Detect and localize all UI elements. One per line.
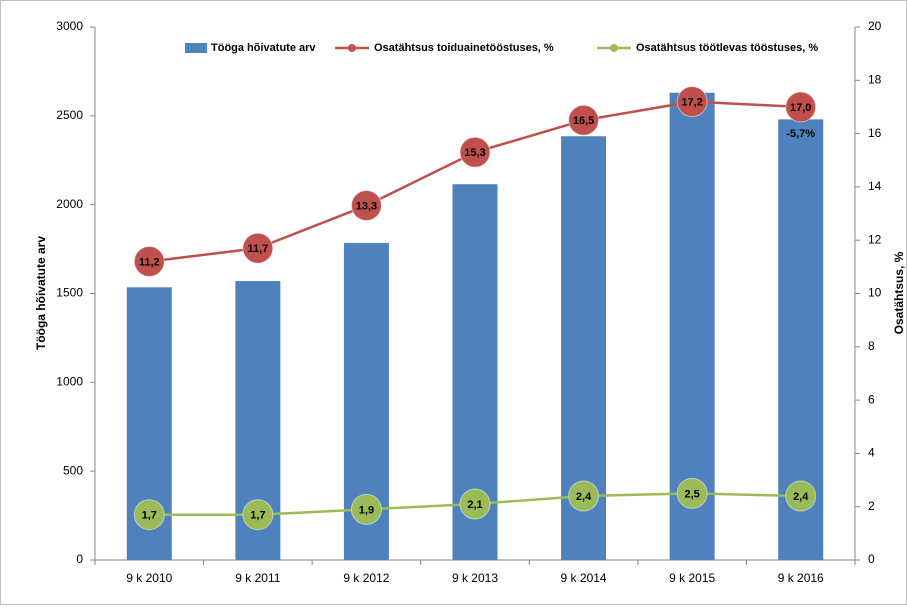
- marker: [459, 136, 491, 168]
- legend-label: Osatähtsus toiduainetööstuses, %: [374, 42, 554, 54]
- marker: [350, 493, 382, 525]
- marker: [133, 499, 165, 531]
- marker: [785, 91, 817, 123]
- data-label: 11,7: [247, 243, 268, 255]
- data-label: 2,4: [576, 491, 592, 503]
- y2-tick-label: 20: [868, 19, 882, 33]
- data-label: 15,3: [464, 147, 485, 159]
- data-label: 16,5: [573, 115, 594, 127]
- x-tick-label: 9 k 2012: [343, 571, 389, 585]
- data-label: 2,1: [467, 499, 482, 511]
- y2-tick-label: 6: [868, 392, 875, 406]
- y-tick-label: 500: [63, 463, 83, 477]
- data-label: 17,0: [790, 102, 811, 114]
- marker: [242, 232, 274, 264]
- marker: [459, 488, 491, 520]
- data-label: 13,3: [356, 200, 377, 212]
- y-tick-label: 2000: [56, 197, 83, 211]
- data-label: 1,7: [250, 510, 265, 522]
- x-tick-label: 9 k 2016: [778, 571, 824, 585]
- marker: [133, 246, 165, 278]
- y2-tick-label: 14: [868, 179, 882, 193]
- y-tick-label: 0: [76, 552, 83, 566]
- y2-tick-label: 10: [868, 286, 882, 300]
- y2-tick-label: 12: [868, 232, 882, 246]
- y2-tick-label: 16: [868, 126, 882, 140]
- marker: [568, 104, 600, 136]
- marker: [676, 86, 708, 118]
- marker: [676, 477, 708, 509]
- y-tick-label: 1500: [56, 286, 83, 300]
- marker: [785, 480, 817, 512]
- legend-marker: [610, 44, 618, 52]
- y-axis-title: Tööga hõivatute arv: [34, 236, 48, 350]
- x-tick-label: 9 k 2010: [126, 571, 172, 585]
- legend-swatch: [185, 43, 207, 53]
- y2-tick-label: 8: [868, 339, 875, 353]
- x-tick-label: 9 k 2014: [561, 571, 607, 585]
- y2-axis-title: Osatähtsus, %: [892, 251, 906, 334]
- x-tick-label: 9 k 2011: [235, 571, 280, 585]
- annotation: -5,7%: [786, 128, 815, 140]
- data-label: 11,2: [139, 256, 160, 268]
- legend-marker: [348, 44, 356, 52]
- legend-label: Osatähtsus töötlevas tööstuses, %: [636, 42, 818, 54]
- y-tick-label: 2500: [56, 108, 83, 122]
- data-label: 2,5: [684, 488, 699, 500]
- x-tick-label: 9 k 2013: [452, 571, 498, 585]
- marker: [350, 190, 382, 222]
- data-label: 17,2: [681, 97, 702, 109]
- data-label: 1,9: [359, 504, 374, 516]
- marker: [568, 480, 600, 512]
- y2-tick-label: 0: [868, 552, 875, 566]
- y-tick-label: 3000: [56, 19, 83, 33]
- y2-tick-label: 18: [868, 72, 882, 86]
- data-label: 2,4: [793, 491, 809, 503]
- y2-tick-label: 4: [868, 446, 875, 460]
- y-tick-label: 1000: [56, 375, 83, 389]
- legend-label: Tööga hõivatute arv: [211, 42, 316, 54]
- y2-tick-label: 2: [868, 499, 875, 513]
- x-tick-label: 9 k 2015: [669, 571, 715, 585]
- marker: [242, 499, 274, 531]
- data-label: 1,7: [142, 510, 157, 522]
